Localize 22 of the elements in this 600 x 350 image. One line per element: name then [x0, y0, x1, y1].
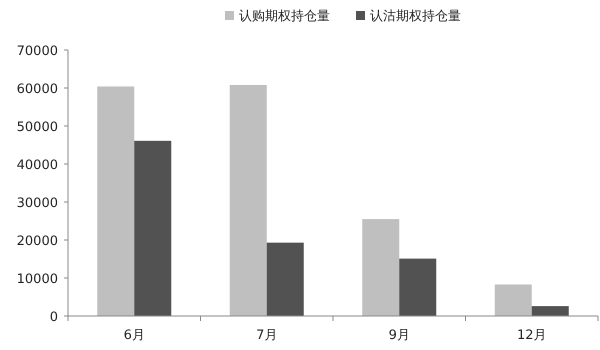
y-tick-label: 0	[50, 310, 58, 325]
y-tick-label: 30000	[16, 196, 58, 211]
bar	[134, 140, 172, 316]
x-tick-label: 7月	[256, 328, 278, 343]
bar	[362, 219, 400, 316]
bar	[494, 284, 532, 316]
bar	[532, 306, 569, 316]
y-tick-label: 60000	[16, 82, 58, 97]
y-tick-label: 10000	[16, 272, 58, 287]
y-tick-label: 50000	[16, 120, 58, 135]
y-tick-label: 20000	[16, 234, 58, 249]
bar	[97, 86, 134, 316]
x-tick-label: 9月	[388, 328, 410, 343]
legend-label: 认沽期权持仓量	[370, 9, 461, 24]
legend-label: 认购期权持仓量	[239, 9, 330, 24]
bar	[266, 242, 304, 316]
x-tick-label: 6月	[124, 328, 145, 343]
x-tick-label: 12月	[516, 328, 547, 343]
y-tick-label: 70000	[16, 44, 58, 59]
y-tick-label: 40000	[16, 158, 58, 173]
bar	[230, 84, 267, 316]
bar	[399, 258, 436, 316]
